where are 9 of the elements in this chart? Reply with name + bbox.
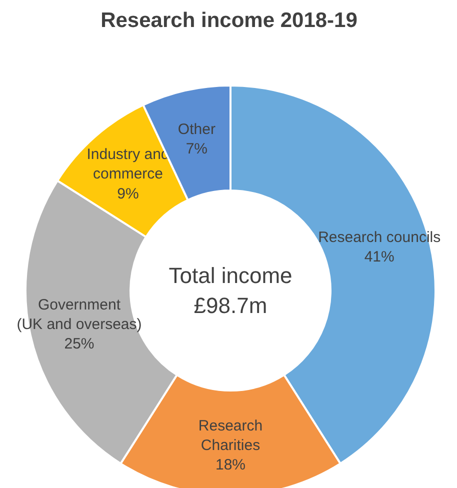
- slice-label: Research Charities: [198, 417, 263, 454]
- data-label: 18%: [215, 456, 246, 474]
- text: Total income £98.7m: [168, 263, 292, 318]
- data-label: 7%: [186, 140, 208, 158]
- slice-label: Other: [178, 120, 216, 138]
- data-label: 9%: [117, 185, 139, 202]
- data-label: 25%: [64, 335, 94, 352]
- data-label: 41%: [364, 248, 394, 266]
- chart-title: Research income 2018-19: [100, 9, 358, 32]
